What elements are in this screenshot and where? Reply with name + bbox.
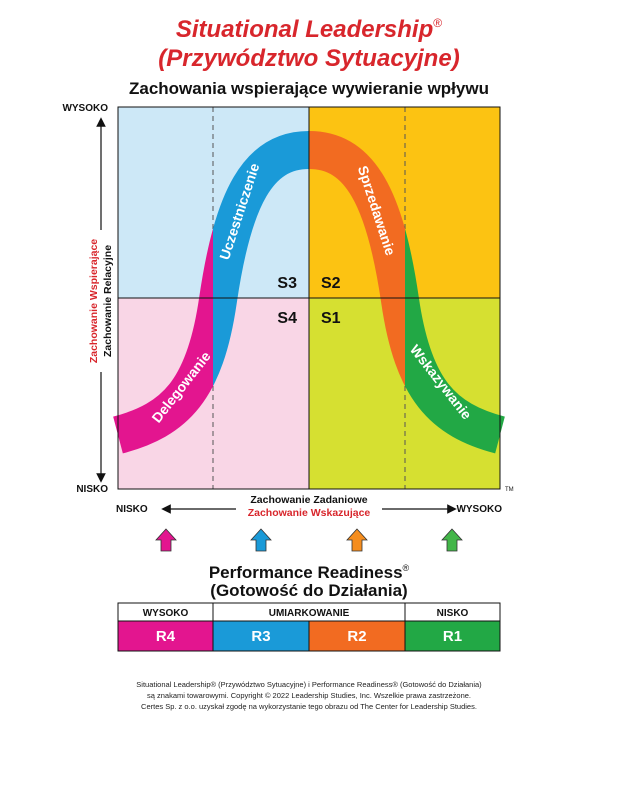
style-label-s2: S2 [321, 275, 341, 292]
readiness-code-r3: R3 [251, 628, 270, 645]
curve-segment-wskazywanie [405, 228, 506, 454]
readiness-code-r4: R4 [156, 628, 176, 645]
arrow-up-icon [155, 528, 177, 552]
footer-line-2: są znakami towarowymi. Copyright © 2022 … [147, 691, 471, 700]
readiness-header-moderate: UMIARKOWANIE [269, 608, 350, 619]
y-axis-label-black: Zachowanie Relacyjne [102, 245, 114, 357]
readiness-code-r1: R1 [443, 628, 462, 645]
readiness-registered-mark: ® [403, 563, 410, 573]
footer-line-3: Certes Sp. z o.o. uzyskał zgodę na wykor… [141, 702, 477, 711]
x-axis-low-label: NISKO [116, 504, 148, 515]
arrow-up-icon [250, 528, 272, 552]
footer-line-1: Situational Leadership® (Przywództwo Syt… [136, 680, 482, 689]
x-axis-label-red: Zachowanie Wskazujące [248, 507, 371, 519]
y-axis-high-label: WYSOKO [62, 103, 108, 114]
readiness-arrows [155, 528, 463, 552]
readiness-header-high: WYSOKO [143, 608, 189, 619]
y-axis-label-red: Zachowanie Wspierające [88, 239, 100, 363]
readiness-code-r2: R2 [347, 628, 366, 645]
bell-curve [112, 130, 506, 454]
title-registered-mark: ® [433, 16, 442, 30]
style-label-s1: S1 [321, 310, 341, 327]
trademark-mark: TM [505, 487, 514, 493]
readiness-title: Performance Readiness® [209, 563, 410, 582]
curve-segment-delegowanie [112, 228, 213, 454]
readiness-table: WYSOKO UMIARKOWANIE NISKO R4 R3 R2 R1 [117, 602, 501, 652]
style-label-s3: S3 [277, 275, 297, 292]
x-axis-high-label: WYSOKO [456, 504, 502, 515]
arrow-up-icon [346, 528, 368, 552]
arrow-up-icon [441, 528, 463, 552]
y-axis-low-label: NISKO [76, 484, 108, 495]
subtitle: Zachowania wspierające wywieranie wpływu [129, 79, 489, 98]
readiness-cell-r1 [404, 620, 501, 652]
title-line-1: Situational Leadership® [176, 16, 442, 43]
grid-border [117, 106, 501, 490]
readiness-cell-r2 [308, 620, 406, 652]
x-axis-label-black: Zachowanie Zadaniowe [250, 494, 367, 506]
readiness-cell-r4 [117, 620, 214, 652]
readiness-header-low: NISKO [437, 608, 469, 619]
readiness-subtitle: (Gotowość do Działania) [210, 581, 407, 600]
style-label-s4: S4 [277, 310, 297, 327]
title-line-2: (Przywództwo Sytuacyjne) [158, 45, 459, 72]
